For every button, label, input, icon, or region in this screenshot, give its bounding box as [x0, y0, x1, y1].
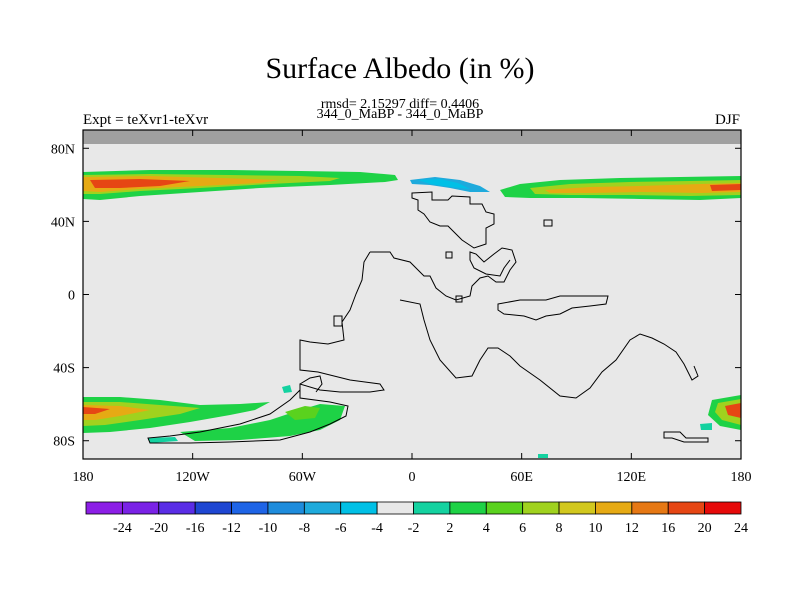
coastline-east-small [663, 431, 709, 443]
x-axis: 180 120W 60W 0 60E 120E 180 [73, 130, 752, 485]
colorbar-label: -24 [113, 521, 132, 536]
x-tick-label: 60W [289, 470, 317, 485]
coastline-east-arc [497, 295, 609, 321]
season-label: DJF [714, 112, 740, 128]
southern-sa-strip [148, 437, 178, 443]
northern-band-west-peak [90, 179, 190, 188]
y-tick-label: 40S [53, 362, 75, 377]
colorbar-label: 6 [519, 521, 526, 536]
coastline-afro-eurasia [147, 247, 517, 444]
southern-south-america-mid [285, 406, 320, 420]
colorbar-label: -6 [335, 521, 347, 536]
chart-title: Surface Albedo (in %) [265, 52, 535, 85]
y-axis: 80N 40N 0 40S 80S [51, 142, 741, 450]
colorbar-label: 10 [588, 521, 602, 536]
colorbar-swatch [485, 501, 524, 515]
colorbar-swatch [595, 501, 633, 515]
missing-data-band [83, 130, 741, 144]
y-tick-label: 80N [51, 142, 75, 157]
colorbar-swatch [340, 501, 378, 515]
southern-sa-patch [282, 385, 292, 393]
colorbar-swatch [303, 501, 342, 515]
colorbar-swatch [376, 501, 414, 515]
colorbar-label: 12 [625, 521, 639, 536]
stats-line: rmsd= 2.15297 diff= 0.4406 [320, 97, 480, 112]
colorbar-swatch [194, 501, 232, 515]
coastline-islet-1 [543, 219, 553, 227]
colorbar-label: 24 [734, 521, 748, 536]
x-tick-label: 180 [731, 470, 752, 485]
colorbar-label: 8 [556, 521, 563, 536]
colorbar-swatch [631, 501, 669, 515]
colorbar-swatch [158, 501, 196, 515]
coastline-antarctic-peninsula [299, 375, 323, 393]
coastline-middle [399, 299, 699, 399]
coastline-small-island [333, 315, 343, 327]
colorbar-label: 2 [446, 521, 453, 536]
northern-band-east-peak [710, 184, 741, 191]
colorbar: -24 -20 -16 -12 -10 -8 -6 -4 -2 2 4 6 8 10 12 16 20 24 [85, 501, 748, 536]
x-tick-label: 120W [176, 470, 211, 485]
southern-band-east-peak [725, 403, 741, 418]
arctic-negative-core [418, 179, 470, 189]
y-tick-label: 40N [51, 215, 75, 230]
colorbar-label: 20 [698, 521, 712, 536]
colorbar-swatch [522, 501, 560, 515]
northern-band-east-high [545, 183, 741, 193]
colorbar-swatch [231, 501, 269, 515]
y-tick-label: 80S [53, 435, 75, 450]
x-tick-label: 180 [73, 470, 94, 485]
x-tick-label: 0 [409, 470, 416, 485]
small-teal-patch [700, 423, 712, 430]
coastline-islet-2 [445, 251, 453, 259]
colorbar-swatch [558, 501, 596, 515]
colorbar-swatch [413, 501, 451, 515]
southern-band-west-peak [83, 407, 110, 414]
colorbar-label: 16 [661, 521, 675, 536]
comparison-line: 344_0_MaBP - 344_0_MaBP [316, 107, 484, 122]
x-tick-label: 60E [510, 470, 533, 485]
colorbar-swatch [704, 501, 742, 515]
coastline-islet-3 [455, 295, 463, 303]
colorbar-swatch [85, 501, 123, 515]
coastline-greenland [411, 191, 495, 249]
colorbar-label: -2 [408, 521, 420, 536]
colorbar-label: -12 [222, 521, 241, 536]
colorbar-label: 4 [483, 521, 490, 536]
colorbar-label: -10 [259, 521, 278, 536]
experiment-label: Expt = teXvr1-teXvr [83, 112, 209, 128]
colorbar-swatch [121, 501, 160, 515]
coastlines [147, 191, 709, 444]
colorbar-swatch [449, 501, 487, 515]
colorbar-swatch [267, 501, 305, 515]
x-tick-label: 120E [617, 470, 647, 485]
y-tick-label: 0 [68, 289, 75, 304]
colorbar-label: -8 [298, 521, 310, 536]
colorbar-label: -4 [371, 521, 383, 536]
tiny-patch-bottom [538, 454, 548, 458]
colorbar-label: -16 [186, 521, 205, 536]
colorbar-label: -20 [149, 521, 168, 536]
colorbar-swatch [667, 501, 706, 515]
